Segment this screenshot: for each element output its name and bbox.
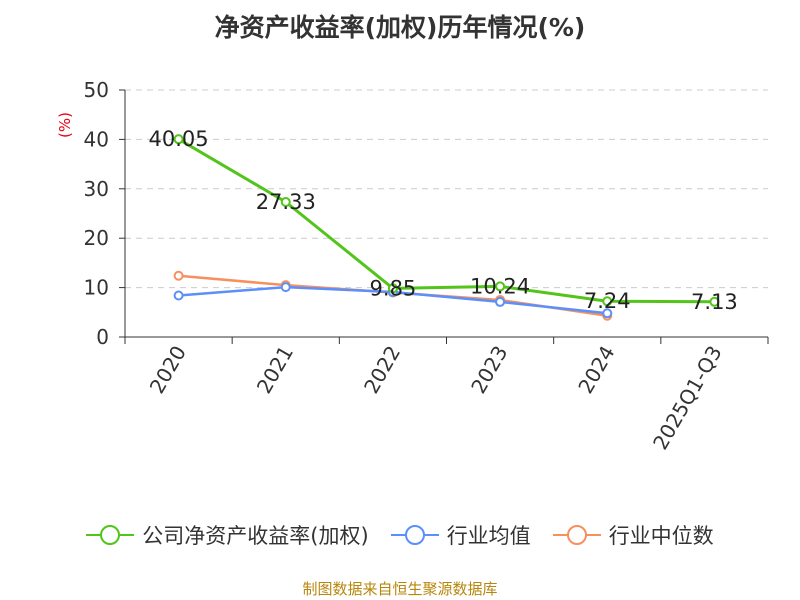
x-tick-label: 2021 bbox=[252, 342, 298, 398]
y-tick-label: 40 bbox=[84, 127, 109, 151]
data-label: 40.05 bbox=[149, 127, 209, 151]
x-tick-label: 2020 bbox=[145, 342, 191, 398]
x-tick-label: 2024 bbox=[573, 342, 619, 398]
data-source: 制图数据来自恒生聚源数据库 bbox=[302, 580, 498, 598]
data-label: 7.13 bbox=[691, 290, 738, 314]
series-line-0 bbox=[177, 137, 715, 304]
y-tick-label: 30 bbox=[84, 177, 109, 201]
data-point-1 bbox=[173, 290, 184, 301]
data-label: 9.85 bbox=[370, 276, 417, 300]
legend-marker-industry-median bbox=[552, 525, 601, 545]
data-point-1 bbox=[280, 282, 291, 293]
legend-marker-company bbox=[86, 525, 135, 545]
data-point-0 bbox=[495, 281, 506, 292]
legend: 公司净资产收益率(加权) 行业均值 行业中位数 bbox=[0, 520, 800, 550]
y-tick-label: 10 bbox=[84, 276, 109, 300]
data-label: 7.24 bbox=[584, 289, 631, 313]
legend-label-company: 公司净资产收益率(加权) bbox=[142, 524, 369, 548]
legend-label-industry-mean: 行业均值 bbox=[446, 524, 531, 548]
legend-item-company[interactable]: 公司净资产收益率(加权) bbox=[86, 520, 369, 550]
data-point-2 bbox=[173, 270, 184, 281]
data-point-0 bbox=[602, 296, 613, 307]
legend-marker-industry-mean bbox=[390, 525, 439, 545]
data-point-0 bbox=[173, 134, 184, 145]
y-tick-label: 50 bbox=[84, 78, 109, 102]
data-point-1 bbox=[495, 296, 506, 307]
chart-title: 净资产收益率(加权)历年情况(%) bbox=[214, 13, 586, 42]
data-label: 10.24 bbox=[470, 274, 530, 298]
data-point-1 bbox=[602, 308, 613, 319]
data-point-0 bbox=[280, 196, 291, 207]
x-tick-label: 2022 bbox=[359, 342, 405, 398]
x-tick-label: 2025Q1-Q3 bbox=[648, 342, 727, 454]
y-axis-label: (%) bbox=[56, 112, 74, 138]
legend-item-industry-mean[interactable]: 行业均值 bbox=[390, 520, 531, 550]
data-point-0 bbox=[709, 296, 720, 307]
x-tick-label: 2023 bbox=[466, 342, 512, 398]
legend-item-industry-median[interactable]: 行业中位数 bbox=[552, 520, 714, 550]
data-label: 27.33 bbox=[256, 190, 316, 214]
y-tick-label: 0 bbox=[96, 325, 109, 349]
legend-label-industry-median: 行业中位数 bbox=[608, 524, 714, 548]
data-point-0 bbox=[387, 283, 398, 294]
y-tick-label: 20 bbox=[84, 226, 109, 250]
